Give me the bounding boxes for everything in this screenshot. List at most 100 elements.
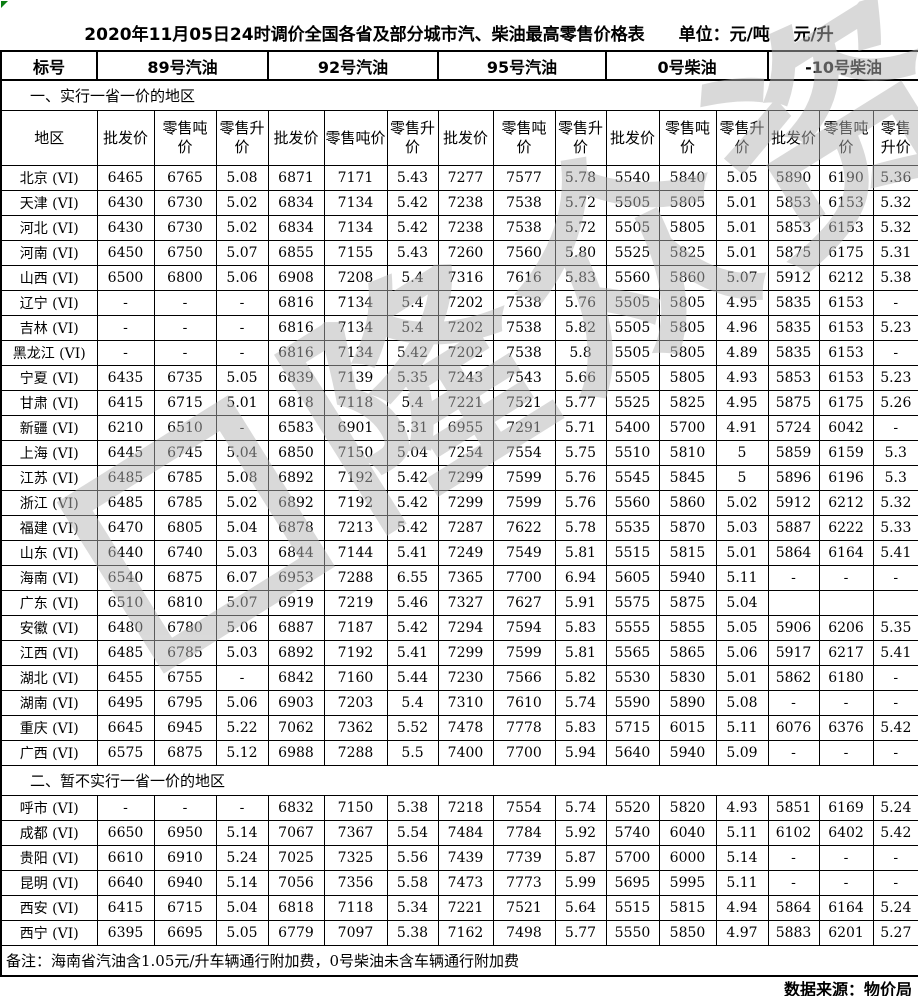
price-cell: 5505	[605, 190, 660, 216]
price-cell: 7616	[492, 265, 556, 291]
price-cell: 6800	[153, 265, 217, 291]
price-cell: 6745	[153, 440, 217, 466]
price-cell: 5875	[767, 390, 820, 416]
corner-flag-icon	[1, 1, 8, 8]
price-cell: 5	[715, 440, 769, 466]
table-row: 广西 (VI) 6575 6875 5.12 6988 7288 5.5 7400 7700 5.…	[0, 740, 918, 766]
price-cell: 5805	[658, 365, 717, 391]
price-cell: 6164	[818, 895, 874, 921]
price-cell: 6640	[96, 870, 155, 896]
price-table: 标号 89号汽油 92号汽油 95号汽油 0号柴油 -10号柴油 一、实行一省一…	[0, 50, 918, 977]
price-cell: 6715	[153, 390, 217, 416]
region-cell: 浙江 (VI)	[0, 490, 98, 516]
price-cell: 6495	[96, 690, 155, 716]
price-cell: 5875	[658, 590, 717, 616]
price-cell: 5.05	[215, 920, 269, 946]
price-cell: 5.14	[715, 845, 769, 871]
price-cell: 5.58	[386, 870, 439, 896]
table-row: 上海 (VI) 6445 6745 5.04 6850 7150 5.04 7254 7554 5…	[0, 440, 918, 466]
price-cell: 5.06	[215, 615, 269, 641]
price-cell: 5.92	[554, 820, 607, 846]
price-cell: 7498	[492, 920, 556, 946]
column-header-cell: 零售吨价	[492, 110, 556, 166]
price-cell: 5.24	[215, 845, 269, 871]
price-cell: 5896	[767, 465, 820, 491]
price-cell: 5700	[605, 845, 660, 871]
price-cell: 5.4	[386, 690, 439, 716]
price-cell: 6042	[818, 415, 874, 441]
price-cell: 6217	[818, 640, 874, 666]
price-cell: 5.74	[554, 795, 607, 821]
price-cell: 7739	[492, 845, 556, 871]
price-cell: 5865	[658, 640, 717, 666]
region-cell: 重庆 (VI)	[0, 715, 98, 741]
price-cell: 5.83	[554, 265, 607, 291]
price-cell: 6455	[96, 665, 155, 691]
price-cell: 7325	[323, 845, 388, 871]
price-cell: 7291	[492, 415, 556, 441]
price-cell: 7599	[492, 465, 556, 491]
price-cell: 5862	[767, 665, 820, 691]
price-cell: 5840	[658, 165, 717, 191]
price-cell: 6750	[153, 240, 217, 266]
price-cell: 5.01	[715, 240, 769, 266]
price-cell: 7299	[437, 640, 494, 666]
price-cell: 7484	[437, 820, 494, 846]
column-header-cell: 零售吨价	[658, 110, 717, 166]
price-cell: 7221	[437, 390, 494, 416]
price-cell: 4.96	[715, 315, 769, 341]
price-cell: 7213	[323, 515, 388, 541]
table-row: 湖北 (VI) 6455 6755-6842 7160 5.44 7230 7566 5.82…	[0, 665, 918, 691]
region-cell: 新疆 (VI)	[0, 415, 98, 441]
price-cell: -	[767, 845, 820, 871]
price-cell: 7025	[267, 845, 325, 871]
price-cell: 5.04	[715, 590, 769, 616]
price-cell: -	[872, 845, 918, 871]
price-cell: 5.76	[554, 290, 607, 316]
price-cell: 6908	[267, 265, 325, 291]
price-cell: 7288	[323, 565, 388, 591]
price-cell: 7202	[437, 290, 494, 316]
price-cell: 4.91	[715, 415, 769, 441]
table-row: 成都 (VI) 6650 6950 5.14 7067 7367 5.54 7484 7784 5…	[0, 820, 918, 846]
price-cell: 6153	[818, 365, 874, 391]
price-cell: 6180	[818, 665, 874, 691]
price-cell: 5.74	[554, 690, 607, 716]
region-cell: 成都 (VI)	[0, 820, 98, 846]
price-cell: 6730	[153, 215, 217, 241]
price-cell: -	[872, 870, 918, 896]
price-cell: 5.01	[715, 540, 769, 566]
price-cell: 6785	[153, 465, 217, 491]
price-cell: 5.75	[554, 440, 607, 466]
price-cell: 6919	[267, 590, 325, 616]
price-cell: 6871	[267, 165, 325, 191]
price-cell: 5515	[605, 895, 660, 921]
price-cell: -	[96, 795, 155, 821]
price-cell: -	[767, 690, 820, 716]
region-cell: 江苏 (VI)	[0, 465, 98, 491]
price-cell: 6740	[153, 540, 217, 566]
region-cell: 西安 (VI)	[0, 895, 98, 921]
price-cell: 5565	[605, 640, 660, 666]
price-cell: 6201	[818, 920, 874, 946]
price-cell: 5.04	[215, 515, 269, 541]
price-cell: 5.76	[554, 465, 607, 491]
price-cell: 5912	[767, 265, 820, 291]
price-cell: 7155	[323, 240, 388, 266]
price-cell: 4.93	[715, 365, 769, 391]
price-cell: 5.71	[554, 415, 607, 441]
price-cell: 5.01	[715, 190, 769, 216]
price-cell: 5.82	[554, 315, 607, 341]
price-cell: 7277	[437, 165, 494, 191]
grade-95-cell: 95号汽油	[437, 50, 607, 81]
price-cell: 5.43	[386, 240, 439, 266]
price-cell: 5.34	[386, 895, 439, 921]
price-cell: 7134	[323, 290, 388, 316]
price-cell: 6196	[818, 465, 874, 491]
price-cell: 5850	[658, 920, 717, 946]
price-cell: 5860	[658, 490, 717, 516]
price-cell: 5.41	[872, 540, 918, 566]
price-cell: 5835	[767, 340, 820, 366]
price-cell: 5	[715, 465, 769, 491]
section1-title-row: 一、实行一省一价的地区	[0, 79, 918, 111]
